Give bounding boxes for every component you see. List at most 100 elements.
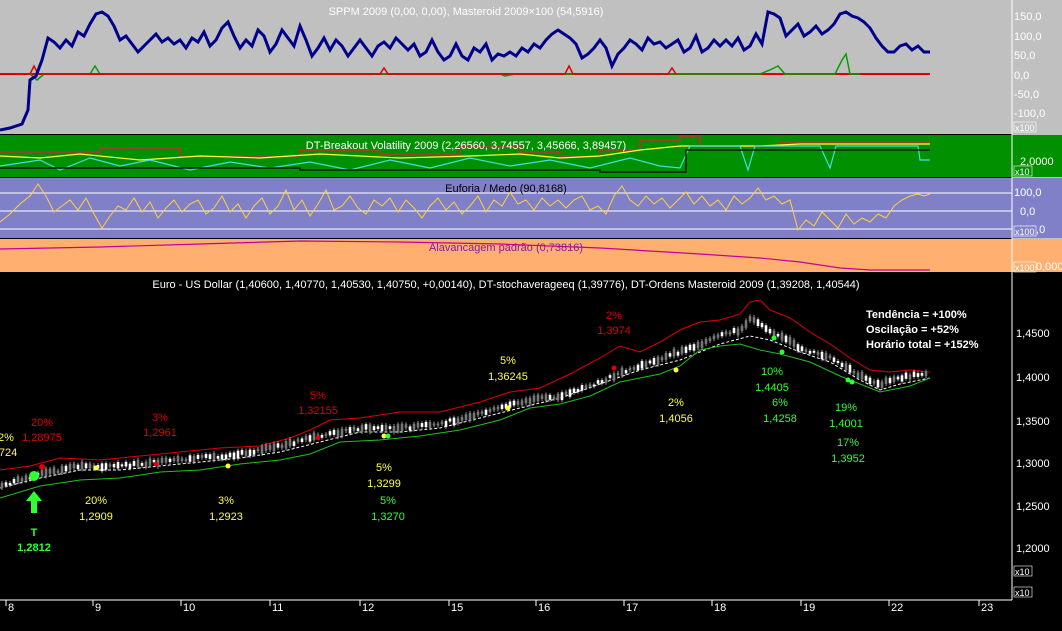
candle-body xyxy=(56,470,60,473)
candle-body xyxy=(592,384,596,387)
lower-band-line xyxy=(0,343,931,499)
signal-dot-red xyxy=(39,464,45,470)
price-multiplier-2: x10 xyxy=(1015,588,1030,598)
candle-body xyxy=(304,436,308,441)
signal-dot-yellow xyxy=(93,465,99,471)
candle-body xyxy=(876,379,880,388)
sppm-axis-tick: 0,0 xyxy=(1014,70,1029,82)
candle-body xyxy=(404,424,408,428)
candle-body xyxy=(232,452,236,460)
candle-body xyxy=(664,353,668,360)
candle-body xyxy=(224,454,228,460)
annotation-pct: 5% xyxy=(500,355,516,367)
candle-body xyxy=(76,464,80,470)
signal-dot-yellow xyxy=(381,433,387,439)
candle-body xyxy=(476,411,480,416)
candle-body xyxy=(920,373,924,376)
candle-body xyxy=(452,417,456,426)
euforia-panel xyxy=(0,178,1012,238)
candle-body xyxy=(924,371,928,376)
candle-body xyxy=(536,394,540,402)
candle-body xyxy=(204,454,208,458)
candle-body xyxy=(376,426,380,430)
candle-body xyxy=(908,374,912,380)
candle-body xyxy=(528,397,532,405)
annotation-pct: 3% xyxy=(218,495,234,507)
price-axis-tick: 1,3500 xyxy=(1016,416,1050,428)
candle-body xyxy=(500,404,504,410)
candle-body xyxy=(8,482,12,486)
alavancagem-line xyxy=(0,240,930,271)
candle-body xyxy=(628,367,632,371)
candle-body xyxy=(624,370,628,374)
candle-body xyxy=(388,426,392,430)
candle-body xyxy=(284,441,288,449)
candle-body xyxy=(400,423,404,431)
buy-marker-price: 1,2812 xyxy=(17,542,51,554)
annotation-price: 1,4258 xyxy=(763,413,797,425)
candle-body xyxy=(320,434,324,438)
price-panel-title: Euro - US Dollar (1,40600, 1,40770, 1,40… xyxy=(152,279,859,291)
buy-arrow-icon xyxy=(26,491,42,513)
annotation-pct: 3% xyxy=(152,412,168,424)
candle-body xyxy=(860,372,864,380)
annotation-price: 1,36245 xyxy=(488,371,528,383)
x-axis-ticks: 8 9 10 11 12 15 16 17 18 19 22 23 xyxy=(5,600,993,614)
candle-body xyxy=(768,328,772,334)
signal-dot-green xyxy=(845,377,851,383)
annotation-price: 1,4405 xyxy=(755,382,789,394)
candle-body xyxy=(800,346,804,352)
candle-body xyxy=(64,465,68,472)
x-axis-tick-label: 22 xyxy=(891,602,903,614)
candle-body xyxy=(680,347,684,354)
candle-body xyxy=(676,351,680,356)
candle-body xyxy=(572,388,576,393)
candle-body xyxy=(148,458,152,466)
candle-body xyxy=(176,456,180,462)
annotation-price: 1,3952 xyxy=(831,453,865,465)
x-axis-tick-label: 12 xyxy=(362,602,374,614)
candle-body xyxy=(820,351,824,360)
candle-body xyxy=(900,375,904,382)
candle-body xyxy=(208,454,212,459)
candle-body xyxy=(472,413,476,420)
candle-body xyxy=(556,393,560,401)
candle-body xyxy=(704,339,708,344)
breakout-multiplier: x10 xyxy=(1015,167,1030,177)
candle-body xyxy=(216,456,220,459)
candle-body xyxy=(808,350,812,354)
sppm-multiplier: x100 xyxy=(1015,123,1035,133)
candle-body xyxy=(380,424,384,432)
candle-body xyxy=(728,331,732,335)
candle-body xyxy=(420,423,424,427)
candle-body xyxy=(656,356,660,365)
annotation-price: 1,3270 xyxy=(371,511,405,523)
candle-body xyxy=(456,418,460,424)
candle-body xyxy=(264,444,268,451)
candle-body xyxy=(848,364,852,373)
candle-body xyxy=(392,426,396,433)
candle-body xyxy=(84,463,88,469)
candle-body xyxy=(408,426,412,431)
euforia-multiplier-box xyxy=(1013,225,1037,237)
signal-dot-green xyxy=(385,433,391,439)
candle-body xyxy=(20,478,24,482)
candle-body xyxy=(200,455,204,458)
candle-body xyxy=(116,462,120,469)
candle-body xyxy=(124,461,128,467)
annotation-price: 1,32155 xyxy=(298,405,338,417)
sppm-panel-title: SPPM 2009 (0,00, 0,00), Masteroid 2009×1… xyxy=(329,6,604,18)
annotation-price: 1,2961 xyxy=(143,427,177,439)
alavancagem-panel-title: Alavancagem padrão (0,73816) xyxy=(429,242,583,254)
candle-body xyxy=(632,367,636,370)
candle-body xyxy=(268,444,272,451)
candle-body xyxy=(416,422,420,428)
candle-body xyxy=(564,391,568,395)
candle-body xyxy=(16,476,20,483)
price-multiplier-box-2 xyxy=(1013,586,1033,598)
euforia-line xyxy=(0,183,931,232)
candle-body xyxy=(600,380,604,384)
candle-body xyxy=(100,463,104,472)
candle-body xyxy=(788,337,792,345)
candle-body xyxy=(88,463,92,469)
